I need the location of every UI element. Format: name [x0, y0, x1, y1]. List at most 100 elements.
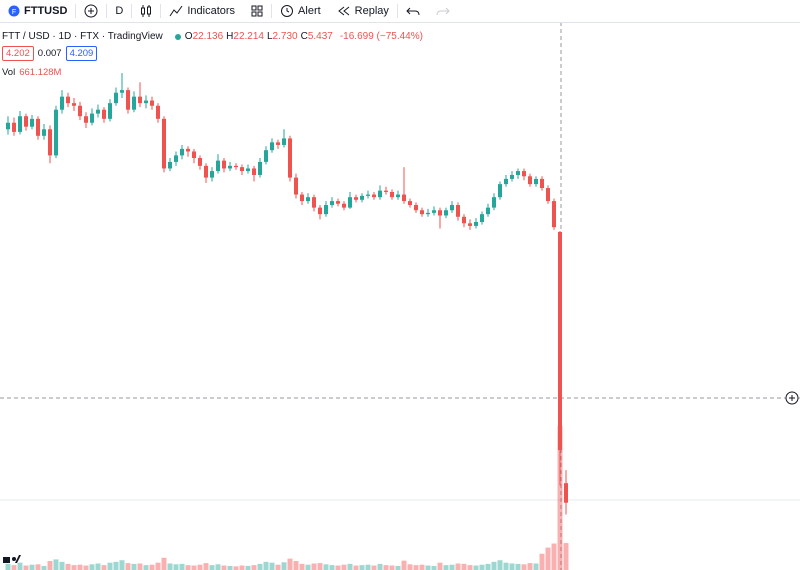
- trade-boxes: 4.202 0.007 4.209: [2, 46, 98, 61]
- candle-body: [396, 194, 400, 198]
- ohlc: O22.136 H22.214 L2.730 C5.437: [185, 31, 336, 42]
- candle-body: [246, 168, 250, 172]
- candle-body: [528, 176, 532, 185]
- indicators-icon: [169, 5, 183, 17]
- volume-bar: [413, 565, 419, 570]
- volume-bar: [209, 565, 215, 570]
- volume-bar: [47, 561, 53, 570]
- volume-bar: [179, 563, 185, 570]
- candle-body: [492, 197, 496, 208]
- separator: [271, 4, 273, 18]
- ohlc-label: C: [300, 31, 308, 42]
- volume-bar: [419, 564, 425, 570]
- candle-body: [72, 103, 76, 106]
- candle-body: [48, 129, 52, 156]
- status-dot: [174, 33, 181, 40]
- buy-price[interactable]: 4.209: [65, 46, 98, 61]
- candle-body: [282, 138, 286, 145]
- tv-logo: [3, 555, 21, 563]
- candle-body: [204, 165, 208, 178]
- separator: [160, 4, 162, 18]
- volume-bar: [11, 565, 17, 570]
- candle-body: [180, 148, 184, 156]
- candle-body: [234, 165, 238, 168]
- candle-body: [324, 205, 328, 215]
- volume-bar: [515, 563, 521, 570]
- undo-button[interactable]: [398, 0, 428, 22]
- candle-body: [300, 194, 304, 202]
- candle-body: [192, 151, 196, 159]
- candle-body: [504, 178, 508, 185]
- redo-button[interactable]: [428, 0, 458, 22]
- candle-body: [24, 116, 28, 127]
- candle-body: [156, 105, 160, 119]
- volume-pane: [5, 425, 569, 570]
- sell-price[interactable]: 4.202: [2, 46, 34, 61]
- volume-bar: [113, 561, 119, 570]
- candle-body: [198, 158, 202, 166]
- candles: [6, 73, 568, 515]
- volume-bar: [455, 563, 461, 570]
- volume-bar: [341, 564, 347, 570]
- ohlc-value: 2.730: [272, 31, 298, 42]
- layouts-button[interactable]: [243, 0, 271, 22]
- candle-body: [258, 161, 262, 175]
- volume-bar: [233, 566, 239, 570]
- svg-text:F: F: [12, 9, 16, 16]
- candle-body: [252, 168, 256, 175]
- candle-body: [240, 167, 244, 172]
- volume-bar: [329, 565, 335, 570]
- chart-type-button[interactable]: [132, 0, 160, 22]
- separator: [396, 4, 398, 18]
- candle-body: [306, 197, 310, 202]
- volume-bar: [521, 564, 527, 570]
- volume-bar: [473, 565, 479, 570]
- volume-bar: [29, 564, 35, 570]
- volume-bar: [239, 565, 245, 570]
- volume-bar: [77, 564, 83, 570]
- candle-body: [66, 96, 70, 104]
- candle-body: [558, 231, 562, 451]
- alert-button[interactable]: Alert: [272, 0, 329, 22]
- undo-icon: [406, 7, 420, 16]
- volume-bar: [299, 563, 305, 570]
- volume-bar: [83, 565, 89, 570]
- volume-bar: [143, 565, 149, 570]
- candle-body: [114, 92, 118, 104]
- volume-bar: [251, 565, 257, 570]
- volume-bar: [107, 562, 113, 570]
- candle-body: [150, 100, 154, 106]
- volume-bar: [5, 563, 11, 570]
- candle-body: [516, 171, 520, 175]
- candle-body: [420, 210, 424, 215]
- candle-body: [6, 122, 10, 130]
- volume-bar: [161, 557, 167, 570]
- candle-body: [162, 118, 166, 169]
- symbol-search[interactable]: F FTTUSD: [0, 0, 75, 22]
- candle-body: [336, 201, 340, 204]
- volume-bar: [95, 563, 101, 570]
- compare-button[interactable]: [76, 0, 106, 22]
- candle-body: [120, 90, 124, 93]
- candle-body: [186, 148, 190, 152]
- spread: 0.007: [37, 48, 62, 59]
- replay-button[interactable]: Replay: [329, 0, 397, 22]
- volume-bar: [527, 563, 533, 570]
- candle-body: [408, 201, 412, 206]
- volume-bar: [41, 565, 47, 570]
- candle-body: [144, 100, 148, 104]
- volume-bar: [365, 564, 371, 570]
- volume-bar: [383, 565, 389, 570]
- candle-body: [522, 171, 526, 177]
- candle-body: [498, 184, 502, 198]
- crosshair-add[interactable]: [785, 391, 799, 405]
- volume-bar: [167, 563, 173, 570]
- volume-bar: [263, 561, 269, 570]
- plus-icon: [84, 4, 98, 18]
- ohlc-value: 22.136: [192, 31, 224, 42]
- volume-bar: [227, 565, 233, 570]
- interval-button[interactable]: D: [107, 0, 131, 22]
- indicators-button[interactable]: Indicators: [161, 0, 243, 22]
- symbol-icon: F: [8, 5, 20, 17]
- candle-body: [390, 191, 394, 198]
